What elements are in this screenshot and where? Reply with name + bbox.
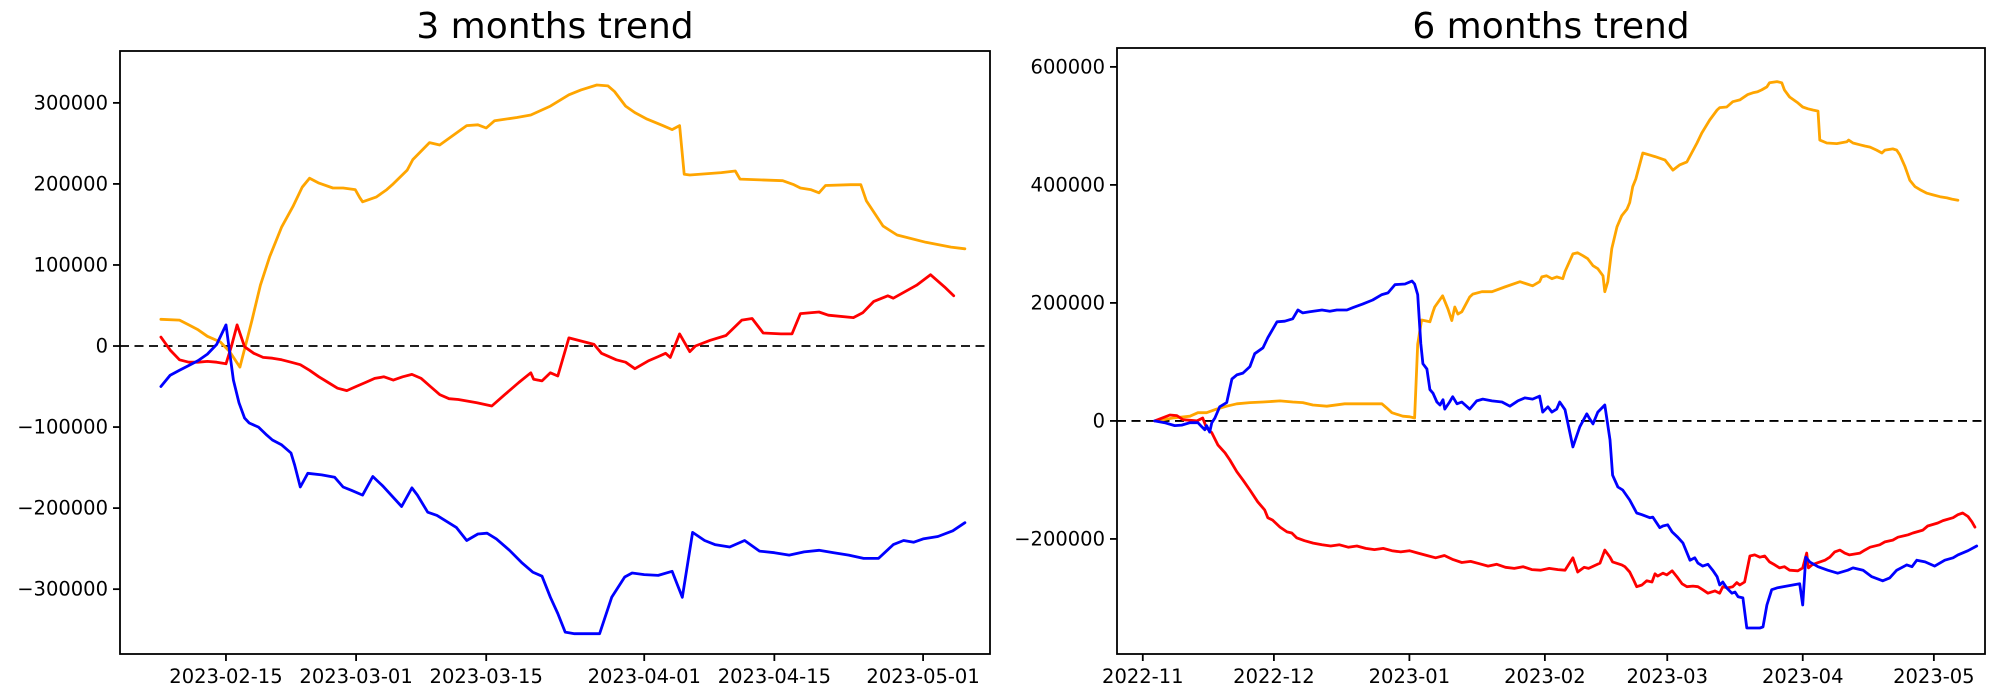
y-tick-label: 400000 xyxy=(1031,173,1105,196)
x-tick-label: 2023-03 xyxy=(1627,665,1708,688)
x-tick-label: 2023-02-15 xyxy=(169,665,282,688)
chart-title-3-months: 3 months trend xyxy=(416,6,694,47)
x-tick-label: 2022-11 xyxy=(1102,665,1183,688)
y-tick-label: 0 xyxy=(96,335,108,358)
y-tick-label: −300000 xyxy=(17,578,108,601)
y-tick-label: 200000 xyxy=(1031,291,1105,314)
chart-0: 300000 200000 100000 0 −100000 −200000 −300000… xyxy=(17,50,991,688)
y-tick-label: 100000 xyxy=(34,253,108,276)
y-tick-label: 300000 xyxy=(34,91,108,114)
plot-border xyxy=(119,50,991,655)
line-red xyxy=(159,273,956,408)
y-tick-label: −200000 xyxy=(1014,527,1105,550)
line-red xyxy=(1153,413,1977,595)
y-tick-label: −200000 xyxy=(17,497,108,520)
x-tick-label: 2023-04-01 xyxy=(588,665,701,688)
x-tick-label: 2023-04-15 xyxy=(718,665,831,688)
x-tick-label: 2023-02 xyxy=(1504,665,1585,688)
y-tick-label: 600000 xyxy=(1031,55,1105,78)
line-blue xyxy=(159,323,967,636)
y-tick-label: 200000 xyxy=(34,172,108,195)
y-tick-label: −100000 xyxy=(17,416,108,439)
y-tick-label: 0 xyxy=(1093,409,1105,432)
line-blue xyxy=(1153,279,1979,630)
x-tick-label: 2023-05 xyxy=(1893,665,1974,688)
x-tick-label: 2022-12 xyxy=(1233,665,1314,688)
chart-1: 600000 400000 200000 0 −200000 2022-11 2022-12… xyxy=(1014,47,1986,688)
x-tick-label: 2023-01 xyxy=(1369,665,1450,688)
x-tick-label: 2023-03-15 xyxy=(430,665,543,688)
line-orange xyxy=(1155,80,1960,423)
plot-border xyxy=(1116,47,1986,655)
x-tick-label: 2023-04 xyxy=(1762,665,1843,688)
chart-title-6-months: 6 months trend xyxy=(1412,6,1690,47)
line-orange xyxy=(159,83,967,369)
x-tick-label: 2023-05-01 xyxy=(866,665,979,688)
x-tick-label: 2023-03-01 xyxy=(299,665,412,688)
